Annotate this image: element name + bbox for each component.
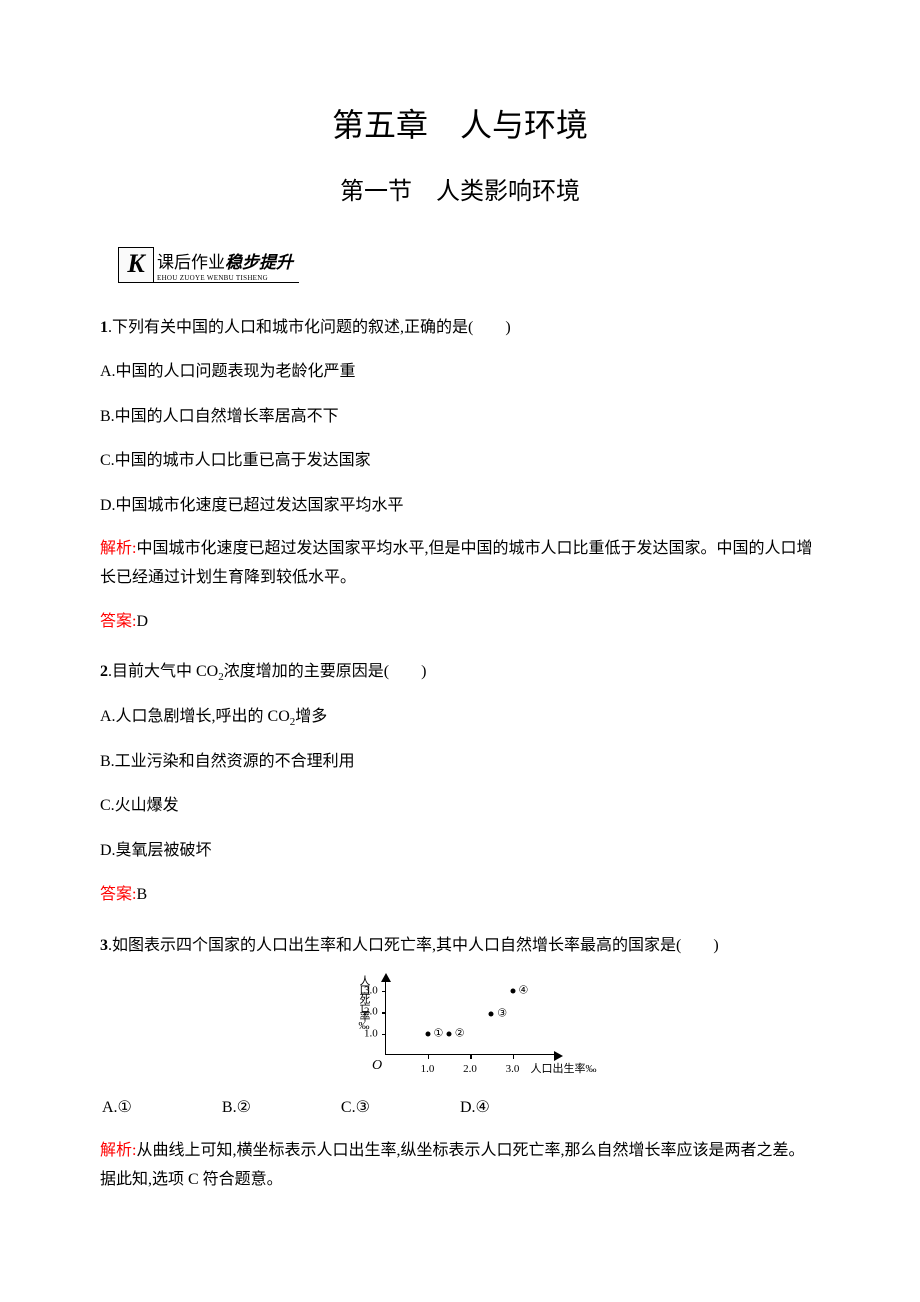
q3-analysis: 解析:从曲线上可知,横坐标表示人口出生率,纵坐标表示人口死亡率,那么自然增长率应… (100, 1137, 820, 1195)
chart-xtick: 2.0 (463, 1059, 477, 1080)
q2-answer-label: 答案: (100, 886, 136, 903)
chart-ytick-mark (382, 991, 386, 993)
q3-option-a: A.① (102, 1093, 132, 1123)
banner-zh-italic: 稳步提升 (225, 253, 293, 272)
q2-optA-after: 增多 (295, 708, 327, 725)
chart-ytick-mark (382, 1034, 386, 1036)
chapter-title: 第五章 人与环境 (100, 100, 820, 146)
q3-stem: 3.如图表示四个国家的人口出生率和人口死亡率,其中人口自然增长率最高的国家是( … (100, 931, 820, 961)
homework-banner: K 课后作业稳步提升 EHOU ZUOYE WENBU TISHENG (118, 246, 299, 283)
chart-point-label: ③ (497, 1004, 507, 1025)
q1-number: 1 (100, 319, 108, 336)
chart-xtick: 1.0 (421, 1059, 435, 1080)
q3-option-c: C.③ (341, 1093, 370, 1123)
q1-option-d: D.中国城市化速度已超过发达国家平均水平 (100, 491, 820, 521)
q1-option-c: C.中国的城市人口比重已高于发达国家 (100, 446, 820, 476)
q2-option-d: D.臭氧层被破坏 (100, 836, 820, 866)
q1-analysis-text: 中国城市化速度已超过发达国家平均水平,但是中国的城市人口比重低于发达国家。中国的… (100, 540, 812, 586)
banner-k-icon: K (118, 247, 154, 283)
chart-xtick-mark (513, 1055, 515, 1059)
chart-xtick-mark (428, 1055, 430, 1059)
q3-analysis-text: 从曲线上可知,横坐标表示人口出生率,纵坐标表示人口死亡率,那么自然增长率应该是两… (100, 1142, 804, 1188)
q1-analysis-label: 解析: (100, 540, 136, 557)
banner-pinyin: EHOU ZUOYE WENBU TISHENG (157, 275, 293, 282)
chart-point (489, 1012, 494, 1017)
chart-point (425, 1031, 430, 1036)
q2-option-b: B.工业污染和自然资源的不合理利用 (100, 747, 820, 777)
chart-point-label: ② (455, 1023, 465, 1044)
q1-answer: 答案:D (100, 607, 820, 637)
q2-number: 2 (100, 663, 108, 680)
q3-chart-wrap: 人口死亡率‰ O 1.02.03.01.02.03.0人口出生率‰①②③④ (100, 975, 820, 1075)
q1-answer-text: D (136, 613, 148, 630)
q3-chart: 人口死亡率‰ O 1.02.03.01.02.03.0人口出生率‰①②③④ (320, 975, 600, 1075)
question-3: 3.如图表示四个国家的人口出生率和人口死亡率,其中人口自然增长率最高的国家是( … (100, 931, 820, 1195)
q1-option-b: B.中国的人口自然增长率居高不下 (100, 402, 820, 432)
chart-ytick-mark (382, 1012, 386, 1014)
q3-analysis-label: 解析: (100, 1142, 136, 1159)
chart-point (446, 1031, 451, 1036)
banner-text: 课后作业稳步提升 EHOU ZUOYE WENBU TISHENG (153, 246, 299, 283)
q2-option-c: C.火山爆发 (100, 791, 820, 821)
chart-axes (385, 980, 555, 1055)
chart-ytick: 1.0 (364, 1023, 378, 1044)
q1-analysis: 解析:中国城市化速度已超过发达国家平均水平,但是中国的城市人口比重低于发达国家。… (100, 535, 820, 593)
q3-number: 3 (100, 937, 108, 954)
question-2: 2.目前大气中 CO2浓度增加的主要原因是( ) A.人口急剧增长,呼出的 CO… (100, 657, 820, 911)
chart-y-arrow-icon (381, 973, 391, 982)
chart-ytick: 2.0 (364, 1002, 378, 1023)
chart-origin-label: O (372, 1053, 382, 1080)
q2-answer-text: B (136, 886, 147, 903)
q1-stem: 1.下列有关中国的人口和城市化问题的叙述,正确的是( ) (100, 313, 820, 343)
q2-answer: 答案:B (100, 880, 820, 910)
q2-stem-after: 浓度增加的主要原因是( ) (224, 663, 427, 680)
chart-ytick: 3.0 (364, 980, 378, 1001)
chart-x-label: 人口出生率‰ (531, 1059, 597, 1080)
q1-option-a: A.中国的人口问题表现为老龄化严重 (100, 357, 820, 387)
chart-xtick: 3.0 (506, 1059, 520, 1080)
q1-stem-text: .下列有关中国的人口和城市化问题的叙述,正确的是( ) (108, 319, 511, 336)
chart-point-label: ① (434, 1023, 444, 1044)
q3-options: A.① B.② C.③ D.④ (100, 1093, 820, 1123)
q2-stem-before: .目前大气中 CO (108, 663, 218, 680)
q3-option-d: D.④ (460, 1093, 490, 1123)
chart-point-label: ④ (519, 980, 529, 1001)
banner-zh-normal: 课后作业 (157, 253, 225, 272)
chart-point (510, 988, 515, 993)
q2-stem: 2.目前大气中 CO2浓度增加的主要原因是( ) (100, 657, 820, 688)
q2-optA-before: A.人口急剧增长,呼出的 CO (100, 708, 290, 725)
section-title: 第一节 人类影响环境 (100, 171, 820, 206)
q1-answer-label: 答案: (100, 613, 136, 630)
question-1: 1.下列有关中国的人口和城市化问题的叙述,正确的是( ) A.中国的人口问题表现… (100, 313, 820, 637)
chart-xtick-mark (470, 1055, 472, 1059)
q3-stem-text: .如图表示四个国家的人口出生率和人口死亡率,其中人口自然增长率最高的国家是( ) (108, 937, 719, 954)
q3-option-b: B.② (222, 1093, 251, 1123)
q2-option-a: A.人口急剧增长,呼出的 CO2增多 (100, 702, 820, 733)
